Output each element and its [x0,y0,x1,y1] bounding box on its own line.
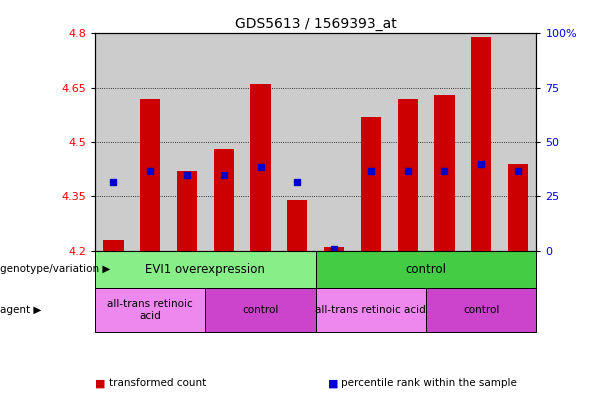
Bar [471,37,492,251]
Bar [397,99,418,251]
Bar [205,288,316,332]
Text: transformed count: transformed count [109,378,206,388]
Text: percentile rank within the sample: percentile rank within the sample [341,378,517,388]
Bar [389,33,426,251]
Bar [435,95,455,251]
Text: control: control [463,305,500,315]
Bar [169,33,205,251]
Bar [103,240,124,251]
Bar [324,247,345,251]
Text: ■: ■ [328,378,338,388]
Bar [205,33,242,251]
Text: all-trans retinoic acid: all-trans retinoic acid [316,305,426,315]
Bar [214,149,234,251]
Bar [287,200,307,251]
Bar [279,33,316,251]
Bar [426,33,463,251]
Text: control: control [406,263,446,276]
Text: ■: ■ [95,378,105,388]
Text: genotype/variation ▶: genotype/variation ▶ [0,264,110,274]
Bar [508,164,528,251]
Bar [132,33,169,251]
Title: GDS5613 / 1569393_at: GDS5613 / 1569393_at [235,17,397,31]
Bar [316,33,352,251]
Bar [500,33,536,251]
Bar [352,33,389,251]
Bar [360,117,381,251]
Text: all-trans retinoic
acid: all-trans retinoic acid [107,299,193,321]
Text: control: control [242,305,279,315]
Bar [140,99,161,251]
Bar [95,251,316,288]
Bar [177,171,197,251]
Bar [242,33,279,251]
Bar [95,33,132,251]
Bar [463,33,500,251]
Bar [426,288,536,332]
Bar [316,251,536,288]
Bar [316,288,426,332]
Bar [95,288,205,332]
Text: agent ▶: agent ▶ [0,305,41,315]
Bar [251,84,271,251]
Text: EVI1 overexpression: EVI1 overexpression [145,263,265,276]
